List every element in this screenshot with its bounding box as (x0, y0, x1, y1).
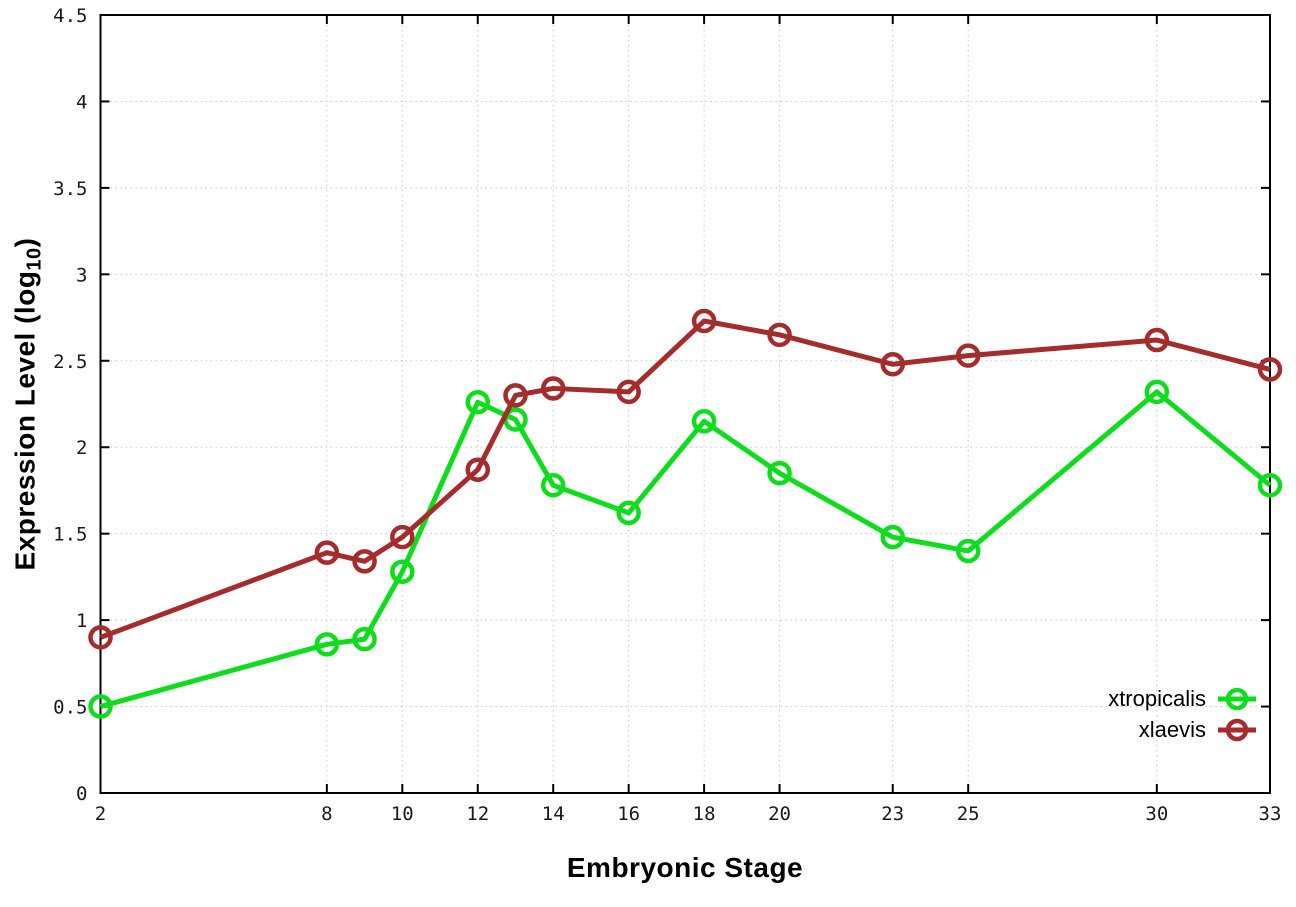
y-tick-label: 4.5 (53, 5, 87, 27)
x-tick-label: 30 (1145, 803, 1168, 825)
x-tick-label: 25 (957, 803, 980, 825)
y-tick-label: 3 (76, 264, 87, 286)
data-point (465, 390, 491, 415)
data-point (352, 626, 377, 652)
legend-key-line-circle-icon (1218, 687, 1256, 711)
data-point (955, 538, 981, 564)
data-point (616, 379, 641, 405)
legend-label-xlaevis: xlaevis (1138, 717, 1206, 742)
y-tick-label: 3.5 (53, 178, 87, 200)
data-point (540, 473, 566, 498)
y-tick-label: 0 (76, 783, 87, 805)
y-tick-label: 0.5 (53, 697, 87, 719)
data-point (503, 383, 528, 408)
data-point (1257, 357, 1283, 382)
data-point (390, 559, 415, 584)
data-point (390, 524, 415, 550)
data-point (616, 500, 641, 526)
x-tick-label: 12 (466, 803, 489, 825)
data-point (691, 409, 717, 434)
series-xlaevis (88, 308, 1283, 650)
y-axis-title: Expression Level (log10) (10, 238, 47, 571)
data-point (880, 524, 905, 550)
data-point (1257, 473, 1283, 498)
x-axis-title: Embryonic Stage (567, 852, 803, 884)
x-tick-label: 16 (617, 803, 640, 825)
y-tick-label: 4 (76, 91, 87, 113)
x-axis-title-text: Embryonic Stage (566, 852, 804, 883)
series-xtropicalis (88, 379, 1283, 719)
data-point (314, 632, 340, 657)
x-tick-label: 20 (768, 803, 791, 825)
legend-key-line-circle-icon (1218, 718, 1256, 742)
x-tick-label: 8 (321, 803, 332, 825)
data-point (88, 625, 113, 650)
tick-labels: 2 8 10 12 14 16 18 20 23 25 30 33 0 0.5 1 1.5 2 2.5 3 3.5 4 4… (53, 5, 1281, 825)
y-tick-label: 2.5 (53, 351, 87, 373)
legend-label-xtropicalis: xtropicalis (1108, 686, 1206, 711)
x-tick-label: 18 (693, 803, 716, 825)
data-point (691, 308, 717, 334)
data-point (314, 540, 340, 565)
y-tick-label: 1.5 (53, 524, 87, 546)
x-tick-label: 23 (881, 803, 904, 825)
data-point (767, 322, 792, 348)
x-tick-label: 2 (95, 803, 106, 825)
plot-border (99, 14, 1271, 794)
gridlines (100, 15, 1270, 793)
data-point (88, 694, 113, 719)
data-point (880, 351, 905, 377)
series-line-xlaevis (99, 318, 1271, 640)
x-tick-label: 10 (391, 803, 414, 825)
data-point (955, 343, 981, 368)
y-axis-title-close-paren: ) (9, 237, 41, 248)
y-axis-title-text: Expression Level (log (9, 270, 41, 571)
series-line-xtropicalis (99, 389, 1272, 709)
legend: xtropicalis xlaevis (1108, 685, 1258, 744)
data-point (352, 549, 377, 574)
y-axis-title-subscript: 10 (23, 247, 46, 271)
data-point (767, 460, 792, 486)
data-point (465, 457, 491, 482)
data-point (1144, 327, 1170, 353)
y-tick-label: 1 (76, 610, 87, 632)
data-point (1144, 379, 1170, 405)
y-tick-label: 2 (76, 437, 87, 459)
tick-marks (99, 14, 1271, 794)
x-tick-label: 33 (1259, 803, 1282, 825)
x-tick-label: 14 (542, 803, 565, 825)
data-point (540, 376, 566, 401)
legend-item-xtropicalis: xtropicalis (1108, 685, 1258, 713)
legend-item-xlaevis: xlaevis (1108, 716, 1258, 744)
